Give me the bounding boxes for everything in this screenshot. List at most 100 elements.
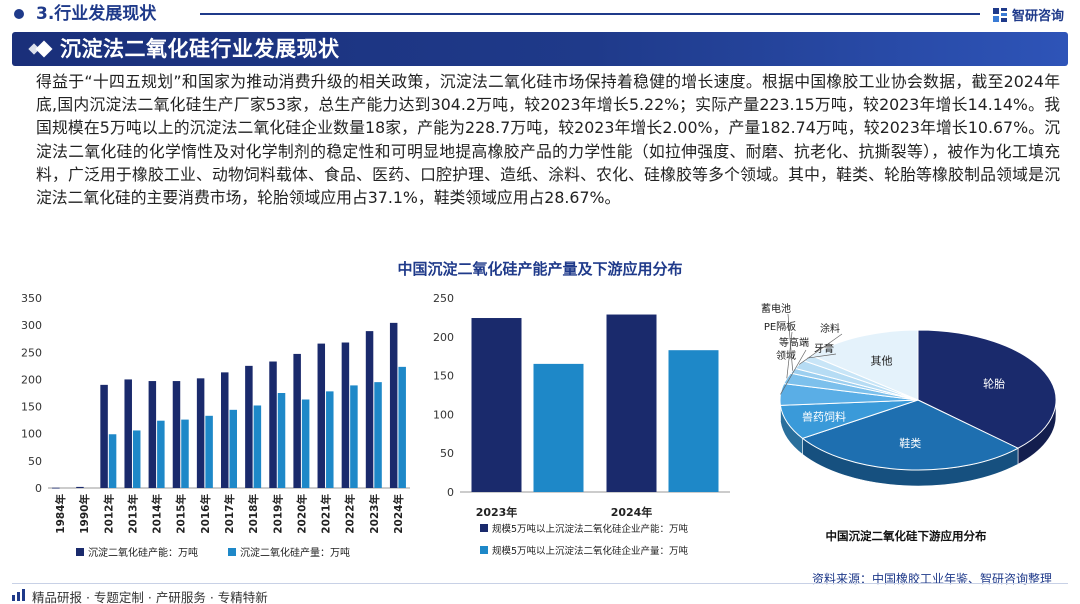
legend-swatch xyxy=(228,548,236,556)
logo-text: 智研咨询 xyxy=(1012,9,1065,24)
pie-slice-轮胎 xyxy=(917,329,1057,449)
x-tick-label: 2024年 xyxy=(611,505,653,519)
bar-capacity-2023年 xyxy=(471,318,522,492)
title-banner: 沉淀法二氧化硅行业发展现状 xyxy=(12,32,1068,66)
bar-output-2021年 xyxy=(326,391,334,488)
y-tick-label: 250 xyxy=(21,346,42,359)
pie-leader-line xyxy=(786,331,793,379)
x-tick-label: 1984年 xyxy=(54,494,67,534)
pie-label-PE隔板: PE隔板 xyxy=(764,320,796,333)
y-tick-label: 50 xyxy=(440,447,454,460)
x-tick-label: 2014年 xyxy=(151,494,164,534)
x-tick-label: 2016年 xyxy=(199,494,212,534)
bar-capacity-2016年 xyxy=(196,378,205,488)
pie-slice-其他 xyxy=(810,329,919,401)
bar-capacity-2023年 xyxy=(365,331,374,488)
pie-label-牙膏: 牙膏 xyxy=(814,342,834,355)
pie-leader-line xyxy=(787,313,794,371)
bar-capacity-2015年 xyxy=(172,381,181,488)
figure-title: 中国沉淀二氧化硅产能产量及下游应用分布 xyxy=(397,260,683,278)
footer-tagline: 精品研报 · 专题定制 · 产研服务 · 专精特新 xyxy=(32,590,268,604)
bar-capacity-2024年 xyxy=(606,314,657,492)
bar-capacity-2021年 xyxy=(317,343,326,488)
y-tick-label: 50 xyxy=(28,455,42,468)
bar-output-2024年 xyxy=(668,350,719,492)
x-tick-label: 2024年 xyxy=(392,494,405,534)
logo-icon xyxy=(993,7,1007,22)
section-title: 3.行业发展现状 xyxy=(36,4,157,24)
capacity-output-chart: 0 50 100 150 200 250 300 350 1984年 1990年 2012年 2013… xyxy=(21,292,410,559)
y-tick-label: 0 xyxy=(447,486,454,499)
bar-output-2024年 xyxy=(398,366,406,488)
x-tick-label: 2022年 xyxy=(344,494,357,534)
pie-slice-鞋类 xyxy=(801,399,1020,471)
y-tick-label: 0 xyxy=(35,482,42,495)
y-tick-label: 150 xyxy=(433,370,454,383)
bar-capacity-2019年 xyxy=(269,361,277,488)
bar-capacity-2018年 xyxy=(245,365,253,488)
bar-capacity-2020年 xyxy=(293,353,301,488)
x-tick-label: 2017年 xyxy=(223,494,236,534)
x-tick-label: 2015年 xyxy=(175,494,188,534)
pie-label-其他: 其他 xyxy=(870,355,892,368)
report-icon xyxy=(12,589,25,601)
large-enterprise-chart: 0 50 100 150 200 250 2023年 2024年规模5万吨以上沉淀法二氧化硅企… xyxy=(433,292,730,557)
legend-label: 沉淀二氧化硅产能：万吨 xyxy=(88,546,198,559)
bar-output-2016年 xyxy=(205,415,213,488)
x-tick-label: 2013年 xyxy=(126,494,139,534)
y-tick-label: 350 xyxy=(21,292,42,305)
legend-label: 沉淀二氧化硅产量：万吨 xyxy=(240,546,350,559)
page-title: 沉淀法二氧化硅行业发展现状 xyxy=(60,37,340,61)
bar-capacity-2017年 xyxy=(221,372,229,488)
bar-output-2023年 xyxy=(533,363,584,492)
x-tick-label: 2023年 xyxy=(476,505,518,519)
pie-label-涂料: 涂料 xyxy=(820,322,840,335)
legend-swatch xyxy=(480,546,488,554)
bar-capacity-2024年 xyxy=(389,322,398,488)
bar-output-2023年 xyxy=(374,382,382,488)
bar-output-2019年 xyxy=(277,393,286,488)
y-tick-label: 100 xyxy=(21,428,42,441)
bar-capacity-2014年 xyxy=(148,381,157,488)
pie-label-轮胎: 轮胎 xyxy=(983,376,1005,390)
y-tick-label: 100 xyxy=(433,408,454,421)
x-tick-label: 2023年 xyxy=(368,494,381,534)
logo: 智研咨询 xyxy=(992,5,1064,24)
bar-output-2014年 xyxy=(157,420,165,488)
bar-output-2012年 xyxy=(108,434,117,488)
x-tick-label: 2019年 xyxy=(271,494,284,534)
bar-capacity-1990年 xyxy=(76,486,84,488)
legend-label: 规模5万吨以上沉淀法二氧化硅企业产能：万吨 xyxy=(492,523,689,535)
pie-leader-line xyxy=(807,353,837,359)
x-tick-label: 1990年 xyxy=(78,494,91,534)
pie-label-等高端领域: 等高端 xyxy=(779,336,809,349)
pie-leader-line xyxy=(798,333,843,365)
pie-label-等高端领域-2: 领域 xyxy=(776,349,796,362)
y-tick-label: 200 xyxy=(433,331,454,344)
pie-label-蓄电池: 蓄电池 xyxy=(761,302,791,315)
source-note: 资料来源：中国橡胶工业年鉴、智研咨询整理 xyxy=(811,572,1052,586)
bar-output-2020年 xyxy=(301,399,310,488)
legend-swatch xyxy=(480,524,488,532)
bar-capacity-1984年 xyxy=(52,487,60,489)
body-paragraph: 得益于“十四五规划”和国家为推动消费升级的相关政策，沉淀法二氧化硅市场保持着稳健… xyxy=(36,72,1060,208)
y-tick-label: 300 xyxy=(21,319,42,332)
section-bullet-icon xyxy=(14,9,24,19)
bar-capacity-2013年 xyxy=(124,379,132,488)
pie-label-兽药饲料: 兽药饲料 xyxy=(802,409,846,423)
legend-label: 规模5万吨以上沉淀法二氧化硅企业产量：万吨 xyxy=(492,545,689,557)
legend-swatch xyxy=(76,548,84,556)
bar-output-2013年 xyxy=(132,430,141,488)
x-tick-label: 2018年 xyxy=(247,494,260,534)
y-tick-label: 150 xyxy=(21,401,42,414)
y-tick-label: 200 xyxy=(21,373,42,386)
x-tick-label: 2020年 xyxy=(295,494,308,534)
bar-capacity-2012年 xyxy=(100,384,108,488)
bar-output-2018年 xyxy=(253,405,262,488)
pie-leader-line xyxy=(780,349,807,395)
pie-label-鞋类: 鞋类 xyxy=(899,436,921,450)
bar-output-2015年 xyxy=(181,419,189,488)
bar-output-2017年 xyxy=(229,409,237,488)
diamond-icon xyxy=(35,40,53,58)
